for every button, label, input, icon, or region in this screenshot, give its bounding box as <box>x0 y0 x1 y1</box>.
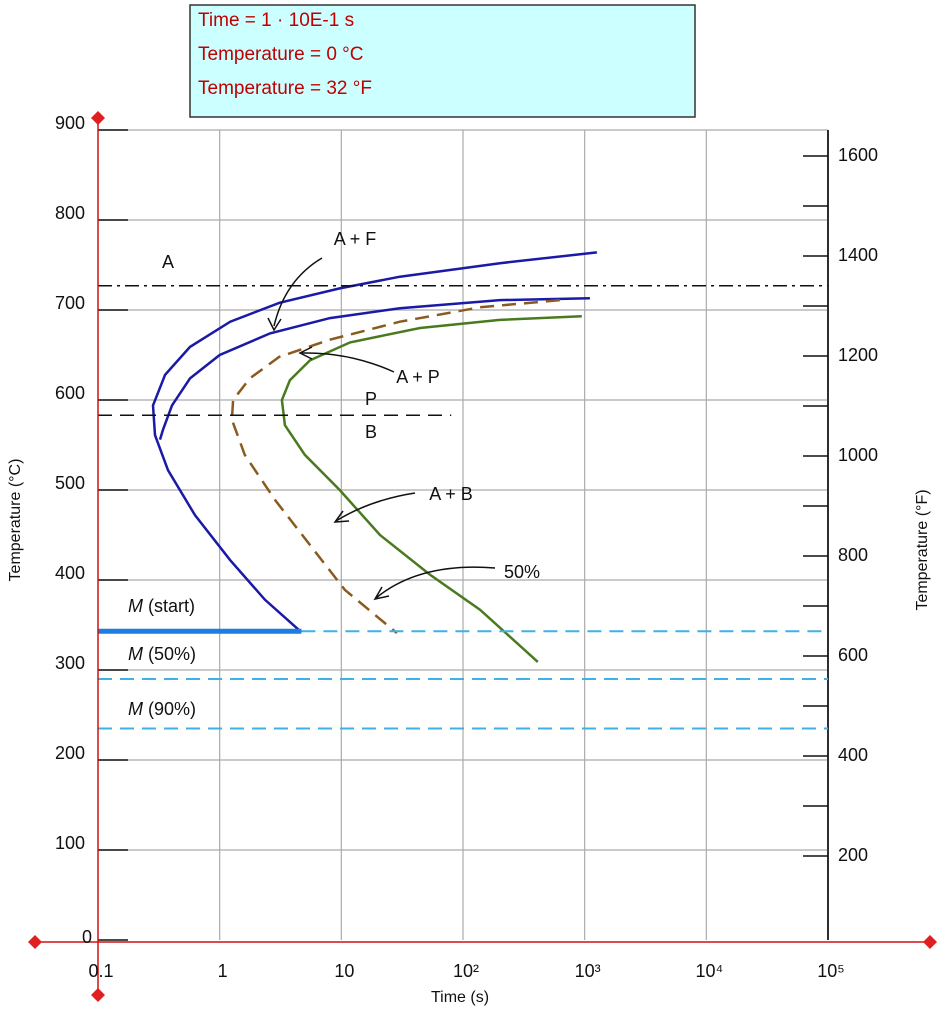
arrow <box>335 492 416 522</box>
arrowhead <box>333 510 350 523</box>
arrow <box>375 566 496 599</box>
annotation: A + B <box>429 484 473 504</box>
labels: 0.1 1 10 10² 10³ 10⁴ 10⁵ 0 100 200 300 400 500 600 700… <box>7 113 931 1006</box>
annotation: A + F <box>334 229 377 249</box>
curve <box>151 251 598 634</box>
x-tick-label: 0.1 <box>88 961 113 981</box>
y-tick-label: 900 <box>55 113 85 133</box>
info-celsius: Temperature = 0 °C <box>198 44 363 65</box>
cursor-handle[interactable] <box>91 111 105 125</box>
annotation: 50% <box>504 562 540 582</box>
curve <box>230 298 560 635</box>
x-tick-label: 10² <box>453 961 479 981</box>
plot <box>98 251 828 730</box>
y-axis-title: Temperature (°C) <box>7 459 24 582</box>
y-tick-label: 500 <box>55 473 85 493</box>
annotation: M (90%) <box>128 699 196 719</box>
annotation: B <box>365 422 377 442</box>
annotation: M (start) <box>128 596 195 616</box>
curve <box>280 315 582 663</box>
y-tick-label: 100 <box>55 833 85 853</box>
curve <box>158 297 590 440</box>
y-tick-label: 200 <box>55 743 85 763</box>
arrows <box>267 257 496 601</box>
x-axis-title: Time (s) <box>431 989 489 1006</box>
y2-tick-label: 1400 <box>838 245 878 265</box>
arrowhead <box>267 317 282 332</box>
x-tick-label: 10³ <box>575 961 601 981</box>
annotation: M (50%) <box>128 644 196 664</box>
y-tick-label: 700 <box>55 293 85 313</box>
grid <box>98 129 829 941</box>
y2-tick-label: 400 <box>838 745 868 765</box>
y-tick-label: 0 <box>82 927 92 947</box>
cursor-handle[interactable] <box>923 935 937 949</box>
info-time: Time = 1 · 10E-1 s <box>198 10 354 31</box>
y2-tick-label: 1600 <box>838 145 878 165</box>
y2-tick-label: 1200 <box>838 345 878 365</box>
arrowhead <box>373 586 390 601</box>
y2-tick-label: 200 <box>838 845 868 865</box>
y2-tick-label: 1000 <box>838 445 878 465</box>
info-background <box>189 4 696 118</box>
y2-axis-title: Temperature (°F) <box>914 489 931 610</box>
y2-tick-label: 800 <box>838 545 868 565</box>
cursor-handle[interactable] <box>28 935 42 949</box>
info-box: Time = 1 · 10E-1 s Temperature = 0 °C Te… <box>189 4 696 118</box>
arrow <box>273 257 323 327</box>
cursor[interactable] <box>28 111 937 1002</box>
annotation: P <box>365 389 377 409</box>
cursor-handle[interactable] <box>91 988 105 1002</box>
x-tick-label: 1 <box>218 961 228 981</box>
x-tick-label: 10⁴ <box>695 961 723 981</box>
x-tick-label: 10⁵ <box>817 961 844 981</box>
arrow <box>301 352 395 373</box>
annotation: A + P <box>396 367 440 387</box>
arrowhead <box>298 346 313 360</box>
annotation: A <box>162 252 174 272</box>
info-fahrenheit: Temperature = 32 °F <box>198 78 372 99</box>
y-tick-label: 400 <box>55 563 85 583</box>
y2-tick-label: 600 <box>838 645 868 665</box>
y-tick-label: 600 <box>55 383 85 403</box>
x-tick-label: 10 <box>334 961 354 981</box>
y-tick-label: 300 <box>55 653 85 673</box>
y-tick-label: 800 <box>55 203 85 223</box>
